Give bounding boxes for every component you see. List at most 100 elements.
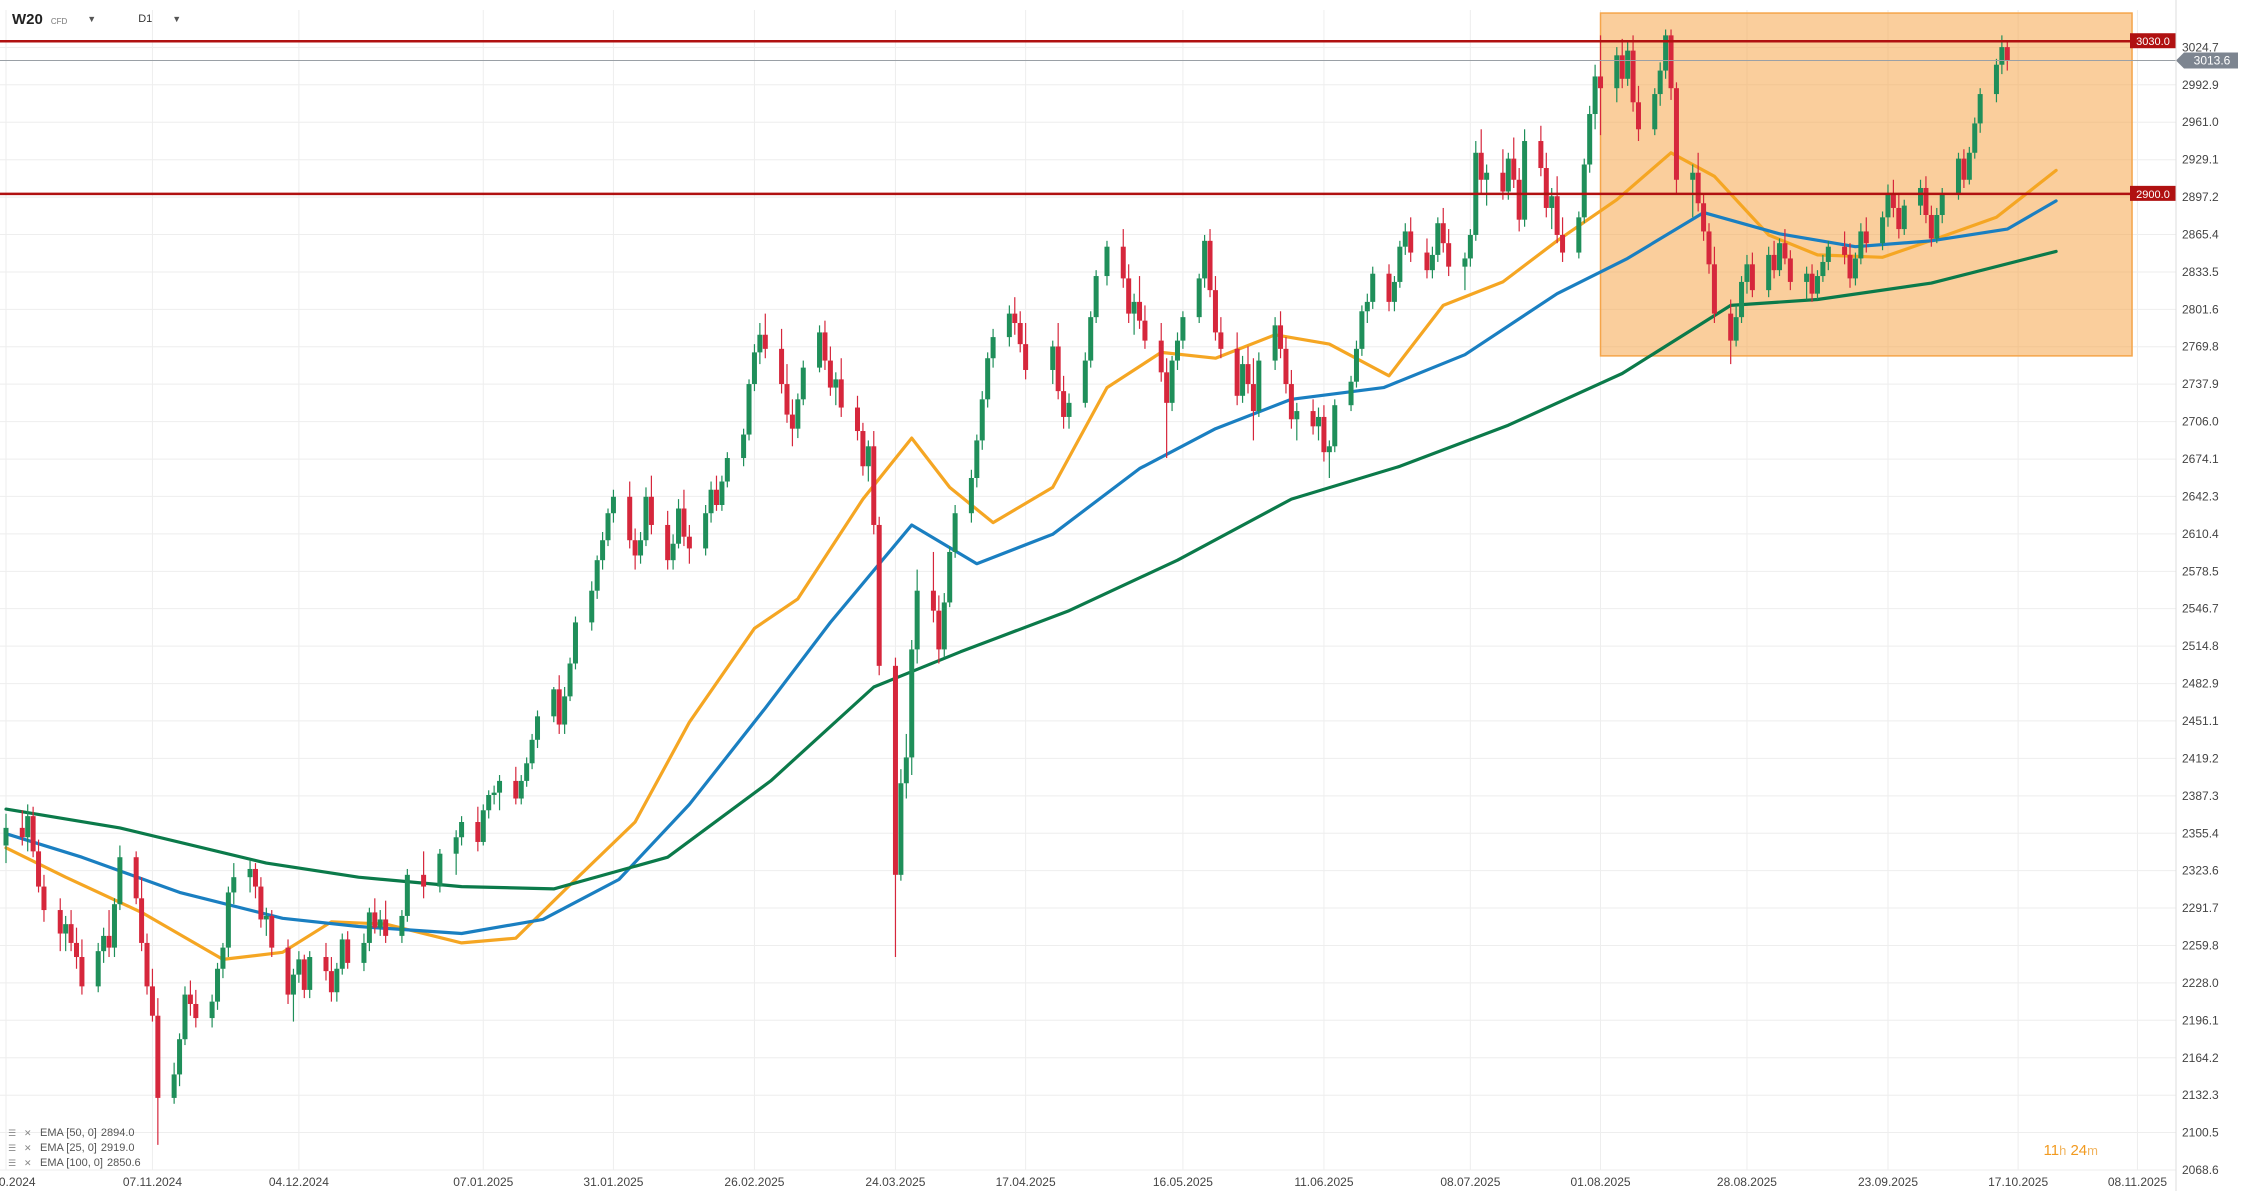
candle-body [762, 334, 768, 349]
candle-body [1630, 50, 1636, 103]
indicator-settings-icon[interactable]: ☰ [8, 1143, 17, 1153]
candle [79, 939, 85, 995]
candle [1212, 276, 1218, 341]
candle-body [252, 868, 258, 887]
candle-body [789, 414, 795, 429]
candle [1234, 332, 1240, 406]
candle-body [854, 407, 860, 432]
candle [1782, 229, 1788, 265]
candle [377, 910, 383, 936]
symbol-dropdown-icon[interactable]: ▼ [87, 14, 97, 24]
indicator-remove-icon[interactable]: ✕ [24, 1158, 32, 1168]
candle [1196, 273, 1202, 324]
candle-body [1972, 123, 1978, 153]
candle [1088, 311, 1094, 368]
candle [1538, 125, 1544, 177]
candle [1625, 41, 1631, 86]
candle [1766, 246, 1772, 298]
candle [1587, 105, 1593, 173]
candle-body [1587, 114, 1593, 165]
candle [1006, 305, 1012, 347]
indicator-legend: ☰ ✕ EMA [50, 0] 2894.0 ☰ ✕ EMA [25, 0] 2… [8, 1126, 141, 1171]
candle [1310, 399, 1316, 435]
candle [985, 352, 991, 408]
candle [670, 534, 676, 570]
candle [1863, 217, 1869, 253]
candle-body [1901, 205, 1907, 230]
candle-body [1739, 281, 1745, 318]
candle [111, 898, 117, 958]
candle-body [1012, 313, 1018, 324]
legend-item-ema50[interactable]: ☰ ✕ EMA [50, 0] 2894.0 [8, 1126, 141, 1141]
candle-body [1093, 276, 1099, 318]
candle [106, 910, 112, 958]
candle-body [1554, 196, 1560, 235]
candle [665, 510, 671, 570]
candle [1652, 88, 1658, 136]
y-tick-label: 2706.0 [2182, 415, 2219, 429]
candle-body [1538, 141, 1544, 169]
candle [1598, 35, 1604, 136]
candle-body [307, 957, 313, 990]
candle [296, 951, 302, 983]
candle-body [453, 837, 459, 854]
candle [1657, 62, 1663, 106]
candle [1749, 252, 1755, 298]
candle-body [1814, 276, 1820, 294]
indicator-remove-icon[interactable]: ✕ [24, 1128, 32, 1138]
candle-body [1408, 231, 1414, 253]
candle-body [1852, 258, 1858, 279]
candle [941, 593, 947, 658]
candle [1429, 246, 1435, 279]
y-tick-label: 2642.3 [2182, 489, 2219, 503]
symbol-label[interactable]: W20 [12, 10, 43, 28]
candle [1522, 129, 1528, 227]
y-tick-label: 2929.1 [2182, 153, 2219, 167]
timeframe-label[interactable]: D1 [138, 13, 153, 25]
legend-item-ema25[interactable]: ☰ ✕ EMA [25, 0] 2919.0 [8, 1141, 141, 1156]
candle [600, 532, 606, 570]
candle-body [74, 942, 80, 958]
candle-body [25, 816, 31, 838]
candle [3, 813, 9, 864]
candle-body [1250, 384, 1256, 412]
candle [1825, 240, 1831, 271]
timeframe-dropdown-icon[interactable]: ▼ [172, 14, 182, 24]
candle-body [361, 942, 367, 963]
candle [1663, 29, 1669, 79]
countdown-hours-unit: h [2059, 1143, 2067, 1158]
x-tick-label: 16.05.2025 [1153, 1175, 1213, 1189]
candle-body [1348, 381, 1354, 406]
x-tick-label: 24.03.2025 [865, 1175, 925, 1189]
candle [898, 769, 904, 881]
indicator-remove-icon[interactable]: ✕ [24, 1143, 32, 1153]
candle [301, 954, 307, 999]
x-tick-label: 07.11.2024 [123, 1175, 182, 1189]
candle [1424, 238, 1430, 279]
legend-item-ema100[interactable]: ☰ ✕ EMA [100, 0] 2850.6 [8, 1156, 141, 1171]
y-tick-label: 2514.8 [2182, 639, 2219, 653]
indicator-settings-icon[interactable]: ☰ [8, 1128, 17, 1138]
candle [1283, 337, 1289, 394]
candle [1316, 407, 1322, 441]
legend-label: EMA [100, 0] [40, 1157, 103, 1169]
candle [1934, 207, 1940, 244]
candle-body [187, 994, 193, 1004]
x-tick-label: 31.01.2025 [583, 1175, 643, 1189]
candle-body [215, 968, 221, 1002]
candle-body [1050, 346, 1056, 370]
candle [562, 686, 568, 734]
candle-body [1370, 273, 1376, 302]
highlight-zone-layer [1599, 12, 2133, 357]
candle-body [822, 332, 828, 361]
candle [2004, 41, 2010, 71]
candle [144, 933, 150, 995]
candle [638, 532, 644, 564]
candle-body [1635, 102, 1641, 130]
candle-body [377, 919, 383, 928]
indicator-settings-icon[interactable]: ☰ [8, 1158, 17, 1168]
candle [57, 898, 63, 952]
candle-body [399, 915, 405, 936]
